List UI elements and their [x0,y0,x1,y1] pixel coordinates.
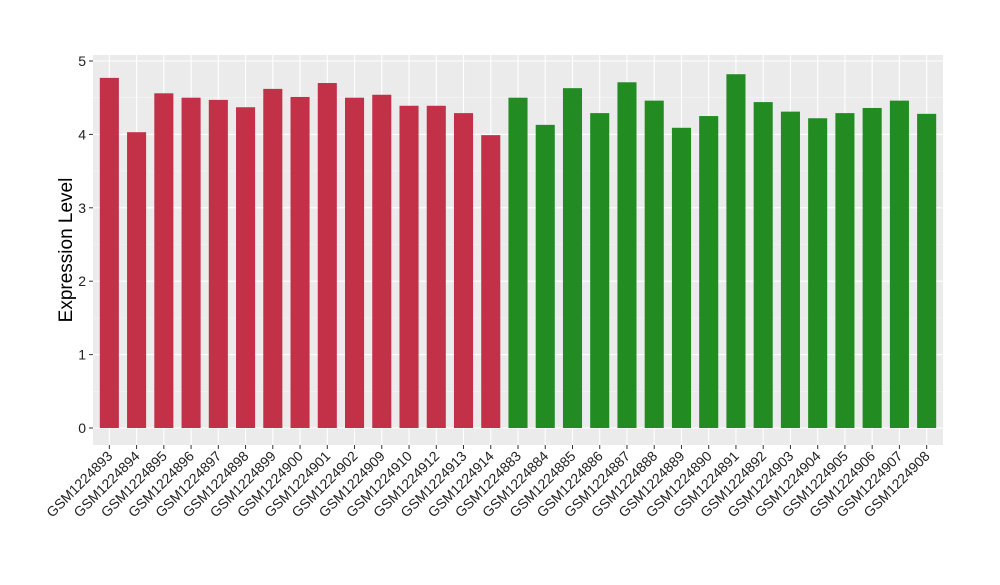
y-tick-label: 3 [78,200,86,216]
bar-GSM1224903 [780,111,800,429]
bar-GSM1224899 [263,88,283,428]
bar-GSM1224894 [127,132,147,428]
bar-GSM1224886 [590,113,610,428]
y-tick-label: 1 [78,347,86,363]
bar-GSM1224892 [753,102,773,428]
bar-GSM1224905 [835,113,855,428]
bar-GSM1224890 [699,116,719,429]
y-tick-label: 5 [78,53,86,69]
y-tick-label: 4 [78,126,86,142]
bar-GSM1224884 [535,124,555,428]
y-tick-label: 2 [78,273,86,289]
bar-GSM1224887 [617,82,637,428]
bar-GSM1224885 [562,88,583,429]
bar-GSM1224897 [208,99,228,428]
bar-GSM1224900 [290,96,310,428]
bar-GSM1224907 [889,100,909,429]
bar-GSM1224904 [808,118,828,428]
bar-GSM1224889 [671,127,691,428]
bar-GSM1224883 [508,97,528,428]
y-tick-label: 0 [78,420,86,436]
bar-GSM1224909 [372,94,392,428]
bar-GSM1224896 [181,97,201,428]
bar-GSM1224891 [726,74,746,428]
bar-GSM1224914 [481,135,501,428]
bar-GSM1224906 [862,107,882,428]
bar-GSM1224901 [317,83,337,429]
bar-GSM1224913 [453,113,474,428]
bar-GSM1224895 [154,93,174,429]
bar-GSM1224898 [236,107,256,428]
bar-GSM1224910 [399,105,419,429]
bar-GSM1224888 [644,100,664,429]
bar-GSM1224908 [917,113,937,429]
bar-GSM1224902 [345,97,365,428]
bar-GSM1224912 [426,105,446,429]
y-axis-label: Expression Level [56,178,77,323]
bar-GSM1224893 [99,77,119,428]
